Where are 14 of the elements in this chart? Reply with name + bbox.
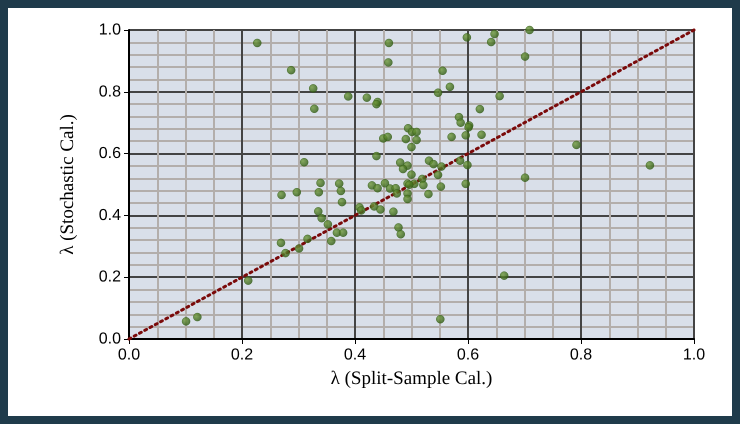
x-tick-label: 1.0 bbox=[682, 346, 706, 364]
y-tick-label: 0.2 bbox=[98, 268, 122, 286]
x-tick-label: 0.8 bbox=[570, 346, 592, 364]
x-tick-label: 0.4 bbox=[344, 346, 366, 364]
y-axis-title: λ (Stochastic Cal.) bbox=[57, 114, 78, 255]
y-tick-label: 0.6 bbox=[98, 145, 122, 162]
x-tick-label: 0.6 bbox=[456, 346, 480, 364]
x-axis-title: λ (Split-Sample Cal.) bbox=[330, 368, 492, 389]
y-tick-label: 0.8 bbox=[98, 83, 122, 100]
x-tick-label: 0.0 bbox=[118, 346, 140, 364]
x-tick-label: 0.2 bbox=[230, 346, 254, 364]
y-tick-label: 0.4 bbox=[98, 206, 122, 224]
y-tick-label: 1.0 bbox=[98, 22, 122, 38]
y-tick-label: 0.0 bbox=[98, 330, 122, 348]
